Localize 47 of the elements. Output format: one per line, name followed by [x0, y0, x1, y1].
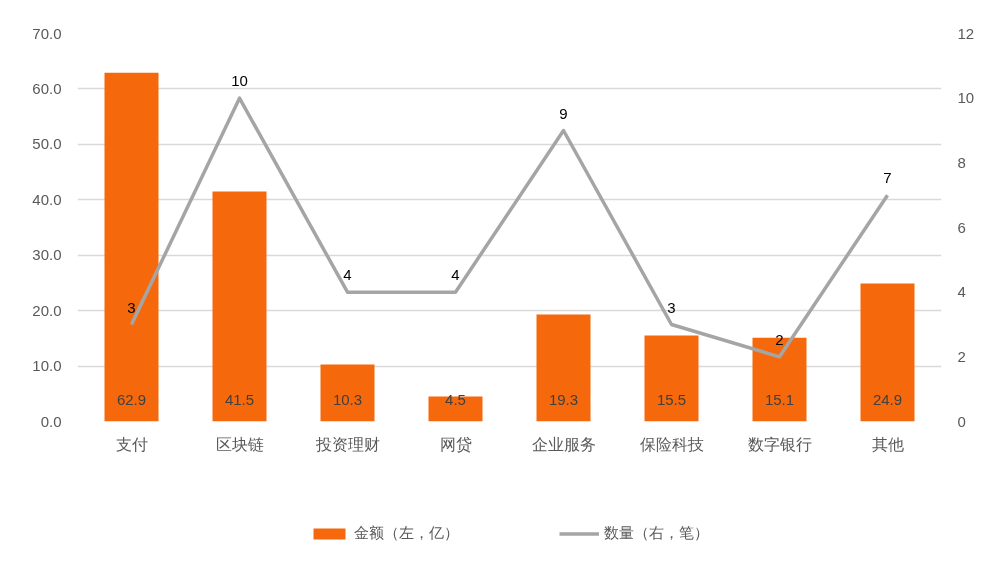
data-label: 3	[667, 298, 676, 316]
y2-tick-label: 4	[957, 283, 966, 301]
data-label: 24.9	[872, 390, 903, 408]
y-tick-label: 0.0	[40, 412, 62, 430]
y-tick-label: 50.0	[32, 135, 62, 153]
y-tick-label: 60.0	[32, 79, 62, 97]
y-tick-label: 70.0	[32, 24, 62, 42]
x-tick-label: 网贷	[439, 435, 472, 453]
bar	[644, 335, 699, 422]
y2-tick-label: 8	[957, 153, 966, 171]
y-tick-label: 20.0	[32, 301, 62, 319]
data-label: 7	[883, 169, 892, 187]
y2-tick-label: 6	[957, 218, 966, 236]
y-tick-label: 30.0	[32, 246, 62, 264]
y2-tick-label: 2	[957, 347, 966, 365]
x-tick-label: 数字银行	[747, 435, 812, 453]
bar	[752, 337, 807, 422]
data-label: 62.9	[116, 390, 147, 408]
y2-tick-label: 12	[957, 24, 975, 42]
data-label: 10	[231, 72, 248, 90]
data-label: 15.1	[764, 390, 795, 408]
data-label: 9	[559, 104, 568, 122]
x-tick-label: 其他	[871, 435, 904, 453]
x-tick-label: 企业服务	[531, 435, 596, 453]
x-tick-label: 支付	[115, 435, 148, 453]
data-label: 4	[343, 266, 352, 284]
data-label: 15.5	[656, 390, 687, 408]
data-label: 41.5	[224, 390, 255, 408]
y2-tick-label: 10	[957, 89, 975, 107]
y-tick-label: 10.0	[32, 357, 62, 375]
data-label: 3	[127, 298, 136, 316]
x-tick-label: 投资理财	[314, 435, 380, 453]
x-tick-label: 区块链	[215, 435, 264, 453]
bar	[104, 72, 159, 422]
legend-label: 数量（右，笔）	[604, 523, 709, 543]
y-tick-label: 40.0	[32, 190, 62, 208]
data-label: 19.3	[548, 390, 579, 408]
legend-label: 金额（左，亿）	[354, 523, 459, 543]
line-series	[129, 96, 890, 359]
bar	[536, 314, 591, 422]
data-label: 10.3	[332, 390, 363, 408]
bar	[860, 283, 915, 422]
data-label: 4	[451, 266, 460, 284]
y2-tick-label: 0	[957, 412, 966, 430]
bar	[320, 364, 375, 422]
bar	[212, 191, 267, 422]
x-tick-label: 保险科技	[639, 435, 704, 453]
